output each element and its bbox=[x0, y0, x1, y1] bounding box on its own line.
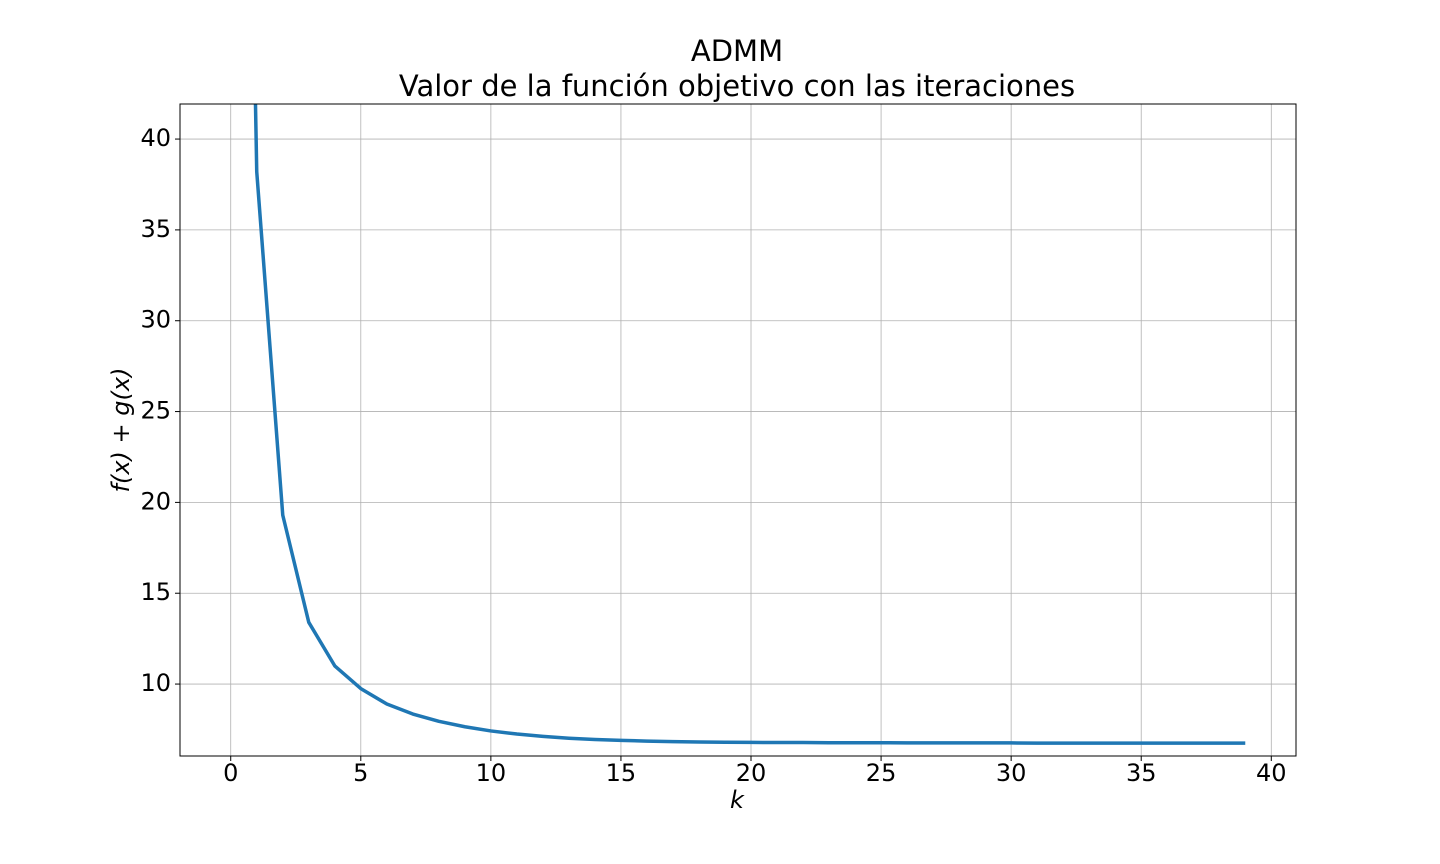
x-tick-label: 30 bbox=[996, 759, 1027, 787]
y-tick-label: 10 bbox=[140, 669, 171, 697]
y-tick-label: 15 bbox=[140, 578, 171, 606]
x-axis-label: k bbox=[730, 786, 745, 814]
y-tick-label: 25 bbox=[140, 397, 171, 425]
x-tick-label: 35 bbox=[1126, 759, 1157, 787]
y-tick-label: 35 bbox=[140, 215, 171, 243]
y-tick-label: 20 bbox=[140, 487, 171, 515]
plot-layer: 0 5 10 15 20 25 30 35 40 10 15 20 25 30 35 40 bbox=[140, 103, 1297, 787]
chart-title: ADMM bbox=[691, 34, 783, 68]
x-tick-label: 25 bbox=[866, 759, 897, 787]
x-tick-label: 0 bbox=[223, 759, 238, 787]
data-line bbox=[253, 104, 1246, 745]
x-tick-label: 15 bbox=[606, 759, 637, 787]
y-tick-label: 40 bbox=[140, 124, 171, 152]
plot-frame bbox=[179, 103, 1297, 757]
y-tick-label: 30 bbox=[140, 306, 171, 334]
x-tick-label: 40 bbox=[1256, 759, 1287, 787]
y-axis-label: f(x) + g(x) bbox=[107, 368, 135, 493]
chart-subtitle: Valor de la función objetivo con las ite… bbox=[399, 69, 1075, 103]
x-tick-label: 10 bbox=[476, 759, 507, 787]
x-tick-label: 20 bbox=[736, 759, 767, 787]
x-tick-label: 5 bbox=[353, 759, 368, 787]
